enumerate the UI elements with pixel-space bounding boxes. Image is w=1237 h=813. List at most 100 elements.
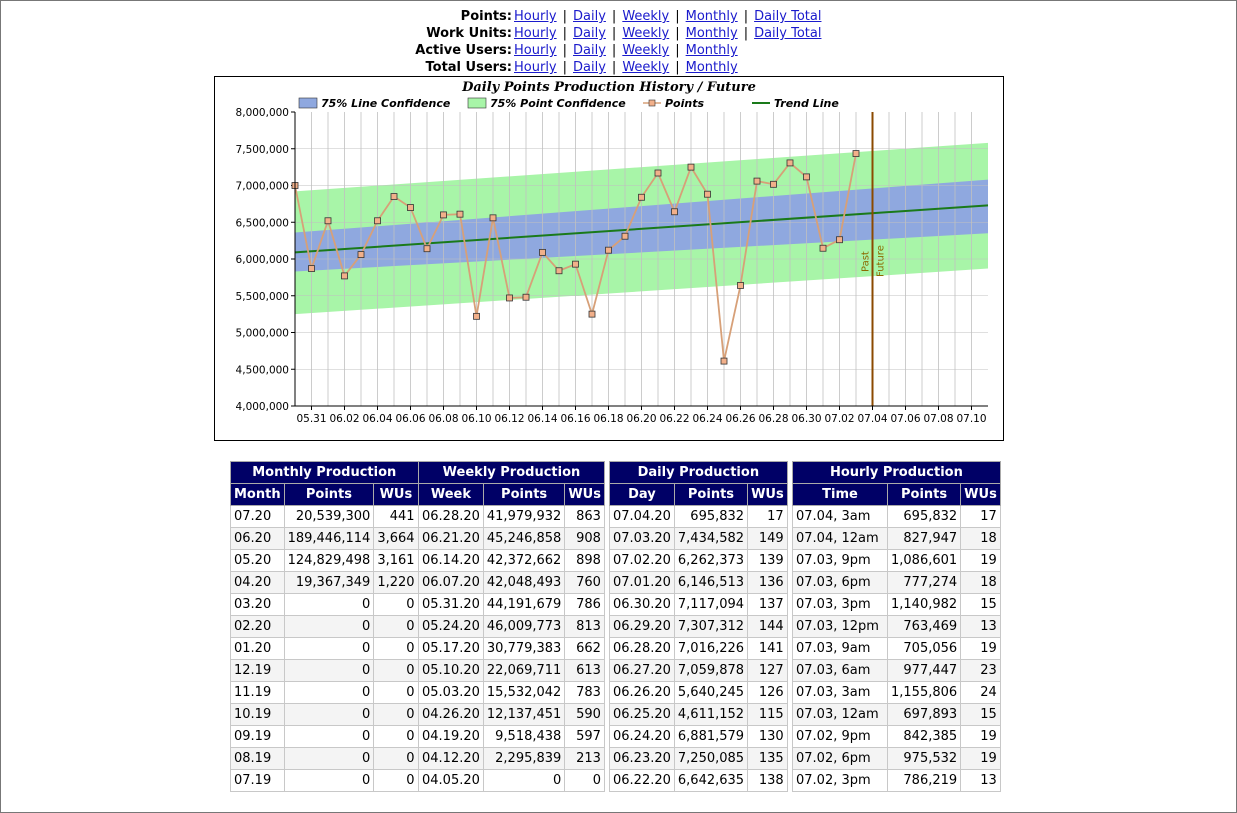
data-point-marker	[473, 312, 480, 320]
y-tick-label: 8,000,000	[236, 107, 289, 119]
nav-link-hourly[interactable]: Hourly	[514, 60, 557, 75]
nav-separator: |	[611, 9, 617, 24]
row-points: 1,140,982	[886, 593, 962, 616]
row-period: 06.20	[230, 527, 285, 550]
row-wus: 597	[564, 725, 605, 748]
data-point-marker	[654, 169, 662, 177]
row-period: 04.26.20	[418, 703, 484, 726]
data-point-marker	[753, 177, 761, 185]
row-wus: 136	[747, 571, 788, 594]
stats-navigation: Points: Hourly | Daily | Weekly | Monthly | Daily…	[300, 8, 900, 76]
legend-label: Points	[665, 97, 704, 110]
row-period: 05.31.20	[418, 593, 484, 616]
column-header: Points	[886, 483, 962, 506]
nav-link-weekly[interactable]: Weekly	[622, 26, 670, 41]
row-wus: 3,161	[373, 549, 419, 572]
nav-link-daily[interactable]: Daily	[573, 9, 606, 24]
row-period: 06.30.20	[609, 593, 675, 616]
x-tick-label: 05.31	[296, 413, 326, 425]
nav-link-daily[interactable]: Daily	[573, 60, 606, 75]
row-points: 44,191,679	[482, 593, 566, 616]
nav-link-monthly[interactable]: Monthly	[685, 43, 738, 58]
table-row: 07.04, 3am 695,832 17	[792, 505, 1001, 528]
row-period: 04.20	[230, 571, 285, 594]
row-period: 12.19	[230, 659, 285, 682]
table-row: 04.20 19,367,349 1,220	[230, 571, 419, 594]
row-period: 04.05.20	[418, 769, 484, 792]
table-row: 06.21.20 45,246,858 908	[418, 527, 605, 550]
table-row: 05.24.20 46,009,773 813	[418, 615, 605, 638]
row-period: 05.20	[230, 549, 285, 572]
nav-link-weekly[interactable]: Weekly	[622, 60, 670, 75]
row-wus: 0	[373, 703, 419, 726]
nav-link-hourly[interactable]: Hourly	[514, 26, 557, 41]
data-point-marker	[737, 282, 744, 289]
row-period: 07.03, 12pm	[792, 615, 888, 638]
table-row: 05.17.20 30,779,383 662	[418, 637, 605, 660]
table-row: 06.30.20 7,117,094 137	[609, 593, 788, 616]
nav-separator: |	[743, 9, 749, 24]
points-history-chart: Daily Points Production History / Future…	[214, 76, 1004, 441]
row-points: 1,155,806	[886, 681, 962, 704]
table-row: 05.10.20 22,069,711 613	[418, 659, 605, 682]
table-row: 05.03.20 15,532,042 783	[418, 681, 605, 704]
table-row: 05.31.20 44,191,679 786	[418, 593, 605, 616]
x-tick-label: 07.04	[857, 413, 887, 425]
nav-separator: |	[675, 43, 680, 58]
row-wus: 15	[960, 703, 1001, 726]
table-row: 07.02, 9pm 842,385 19	[792, 725, 1001, 748]
hourly-table-title: Hourly Production	[792, 461, 1001, 484]
row-points: 0	[283, 769, 375, 792]
row-period: 06.29.20	[609, 615, 675, 638]
nav-link-monthly[interactable]: Monthly	[685, 9, 738, 24]
row-points: 7,250,085	[673, 747, 749, 770]
data-point-marker	[489, 214, 497, 222]
table-row: 01.20 0 0	[230, 637, 419, 660]
row-period: 07.03, 6am	[792, 659, 888, 682]
weekly-production-table: Weekly Production Week Points WUs 06.28.20 41…	[418, 461, 605, 792]
data-point-marker	[407, 204, 414, 211]
row-points: 977,447	[886, 659, 962, 682]
table-row: 05.20 124,829,498 3,161	[230, 549, 419, 572]
nav-link-monthly[interactable]: Monthly	[685, 60, 738, 75]
row-wus: 760	[564, 571, 605, 594]
row-wus: 126	[747, 681, 788, 704]
row-period: 08.19	[230, 747, 285, 770]
table-row: 06.24.20 6,881,579 130	[609, 725, 788, 748]
row-wus: 15	[960, 593, 1001, 616]
nav-link-daily-total[interactable]: Daily Total	[754, 26, 822, 41]
nav-separator: |	[611, 60, 617, 75]
nav-link-daily[interactable]: Daily	[573, 43, 606, 58]
row-wus: 138	[747, 769, 788, 792]
x-tick-label: 06.14	[527, 413, 557, 425]
x-tick-label: 06.16	[560, 413, 590, 425]
table-row: 06.25.20 4,611,152 115	[609, 703, 788, 726]
table-row: 06.26.20 5,640,245 126	[609, 681, 788, 704]
nav-link-hourly[interactable]: Hourly	[514, 9, 557, 24]
row-period: 02.20	[230, 615, 285, 638]
nav-link-daily-total[interactable]: Daily Total	[754, 9, 822, 24]
column-header: Month	[230, 483, 285, 506]
monthly-production-table: Monthly Production Month Points WUs 07.20 20,…	[230, 461, 419, 792]
row-points: 45,246,858	[482, 527, 566, 550]
row-points: 705,056	[886, 637, 962, 660]
row-period: 07.04, 12am	[792, 527, 888, 550]
column-header: WUs	[747, 483, 788, 506]
legend-swatch-line-confidence	[298, 97, 318, 109]
row-points: 0	[283, 681, 375, 704]
nav-row: Active Users: Hourly | Daily | Weekly | Monthly	[300, 42, 900, 59]
nav-link-monthly[interactable]: Monthly	[685, 26, 738, 41]
data-point-marker	[308, 265, 315, 272]
row-period: 06.21.20	[418, 527, 484, 550]
table-row: 07.03.20 7,434,582 149	[609, 527, 788, 550]
x-tick-label: 07.02	[824, 413, 854, 425]
row-wus: 18	[960, 527, 1001, 550]
table-row: 03.20 0 0	[230, 593, 419, 616]
nav-link-hourly[interactable]: Hourly	[514, 43, 557, 58]
nav-link-daily[interactable]: Daily	[573, 26, 606, 41]
table-row: 06.23.20 7,250,085 135	[609, 747, 788, 770]
data-point-marker	[720, 357, 728, 365]
nav-link-weekly[interactable]: Weekly	[622, 43, 670, 58]
row-period: 06.25.20	[609, 703, 675, 726]
nav-link-weekly[interactable]: Weekly	[622, 9, 670, 24]
